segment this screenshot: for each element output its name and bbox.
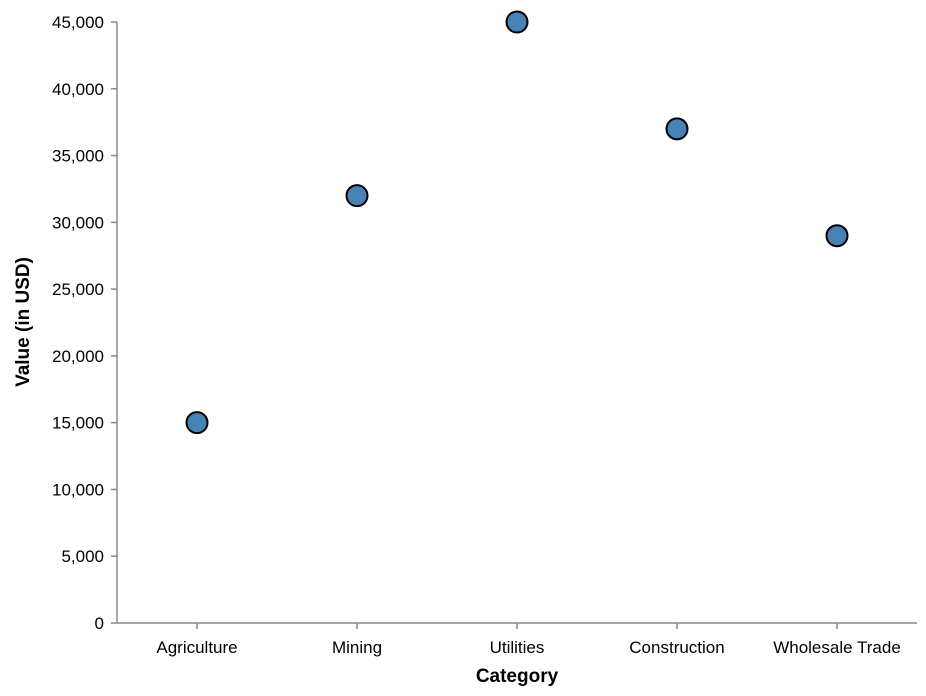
y-tick-label: 40,000 [52,80,104,99]
y-tick-label: 45,000 [52,13,104,32]
y-axis-title: Value (in USD) [13,257,34,387]
y-tick-label: 30,000 [52,213,104,232]
y-tick-label: 20,000 [52,347,104,366]
y-tick-label: 35,000 [52,147,104,166]
data-points [185,10,849,435]
x-tick-label: Mining [332,638,382,657]
x-tick-label: Utilities [490,638,545,657]
y-tick-label: 15,000 [52,414,104,433]
y-tick-label: 25,000 [52,280,104,299]
data-point [825,224,849,248]
data-point [185,411,209,435]
y-tick-label: 0 [95,614,104,633]
x-axis: Agriculture Mining Utilities Construction Wh… [117,622,917,657]
data-point [665,117,689,141]
y-tick-label: 5,000 [61,547,104,566]
x-tick-label: Agriculture [156,638,237,657]
data-point [345,184,369,208]
x-axis-title: Category [476,666,559,687]
x-tick-label: Wholesale Trade [773,638,901,657]
data-point [505,10,529,34]
y-axis: 0 5,000 10,000 15,000 20,000 25,000 30,000 35,0… [52,13,118,633]
y-tick-label: 10,000 [52,480,104,499]
x-tick-label: Construction [629,638,724,657]
